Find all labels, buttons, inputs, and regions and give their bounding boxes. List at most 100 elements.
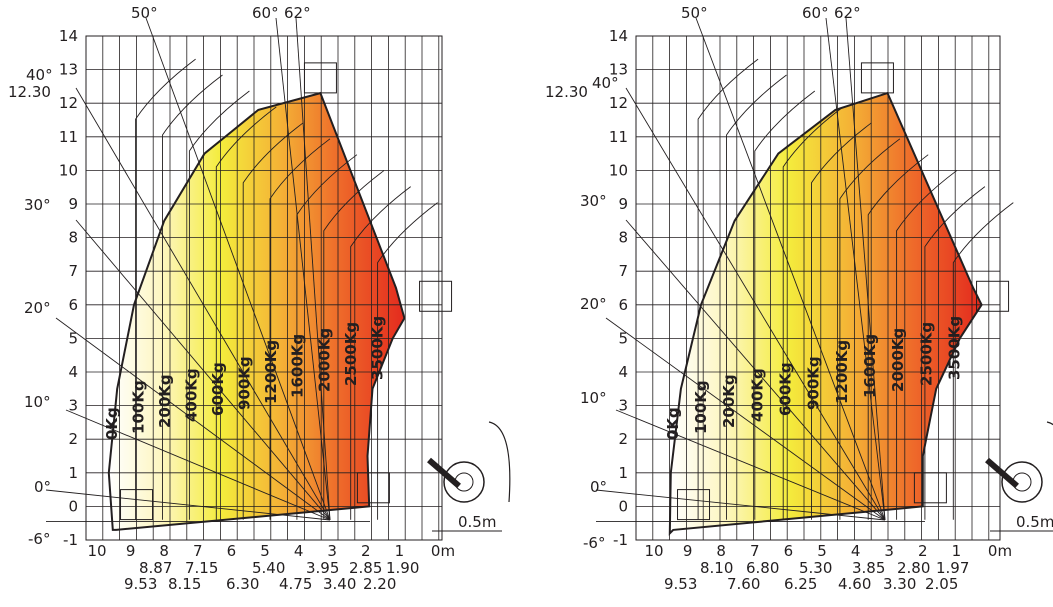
reach-row2-value: 6.30 [226,575,259,593]
attachment-box [120,489,154,521]
reach-row2-value: 2.20 [363,575,396,593]
max-height-label: 12.30 [8,83,51,101]
grid-border [635,35,1001,541]
capacity-curve [697,58,759,520]
scale-label: 0.5m [458,513,496,531]
angle-ray [605,317,886,521]
y-tick-label: 12 [59,94,78,112]
y-tick-label: 7 [68,262,78,280]
y-tick-label: 2 [618,430,628,448]
capacity-label: 200Kg [720,374,738,428]
capacity-label: 600Kg [209,362,227,416]
angle-ray [275,17,331,521]
x-tick-label: 7 [750,542,760,560]
reach-row1-value: 2.85 [349,559,382,577]
y-tick-label: -1 [613,531,628,549]
angle-label-20: 20° [24,299,51,317]
capacity-curve [215,106,277,520]
reach-row1-value: 5.40 [252,559,285,577]
angle-ray [845,17,886,521]
grid-border [85,35,443,541]
y-tick-label: 4 [618,363,628,381]
wheel-icon [1001,461,1043,503]
reach-row2-value: 9.53 [124,575,157,593]
angle-label-50: 50° [681,4,708,22]
capacity-label: 1600Kg [289,334,307,398]
capacity-curve [242,122,304,520]
angle-label-0: 0° [590,478,607,496]
capacity-label: 2000Kg [889,328,907,392]
capacity-curve [135,58,196,520]
angle-label-minus6: -6° [583,534,605,552]
x-unit-label: 0m [988,542,1012,560]
y-tick-label: 10 [609,161,628,179]
y-tick-label: 11 [609,128,628,146]
angle-label-10: 10° [580,389,607,407]
capacity-curve [924,186,986,520]
angle-ray [45,489,331,521]
working-envelope [669,93,982,534]
x-tick-label: 8 [716,542,726,560]
attachment-box [419,280,453,312]
x-tick-label: 4 [851,542,861,560]
capacity-curve [952,202,1014,520]
capacity-label: 2000Kg [315,328,333,392]
y-tick-label: 9 [618,195,628,213]
angle-label-30: 30° [580,192,607,210]
capacity-label: 1600Kg [861,334,879,398]
angle-ray [65,409,331,521]
capacity-label: 900Kg [236,356,254,410]
boom-base-icon [985,457,1019,489]
reach-row2-value: 4.60 [838,575,871,593]
x-tick-label: 1 [395,542,405,560]
reach-row1-value: 8.10 [700,559,733,577]
capacity-curve [162,74,223,520]
capacity-label: 600Kg [777,362,795,416]
y-tick-label: 14 [609,27,628,45]
capacity-curve [323,170,385,520]
max-height-label: 12.30 [545,83,588,101]
reach-row2-value: 9.53 [664,575,697,593]
capacity-curve [188,90,250,520]
reach-row1-value: 8.87 [139,559,172,577]
angle-label-0: 0° [34,478,51,496]
angle-label-minus6: -6° [28,530,50,548]
angle-label-10: 10° [24,393,51,411]
reach-row1-value: 1.90 [386,559,419,577]
angle-ray [55,317,331,521]
y-tick-label: 7 [618,262,628,280]
envelope-outline [668,91,983,536]
capacity-curve [782,106,844,520]
reach-row2-value: 7.60 [727,575,760,593]
angle-ray [145,17,331,521]
angle-ray [75,219,331,521]
wheel-icon [443,461,485,503]
attachment-box [303,62,337,94]
y-tick-label: 6 [68,296,78,314]
capacity-label: 100Kg [129,380,147,434]
reach-row2-value: 2.05 [925,575,958,593]
y-tick-label: 5 [618,329,628,347]
capacity-curve [867,154,929,520]
capacity-label: 3500Kg [368,316,386,380]
angle-label-40: 40° [592,74,619,92]
capacity-label: 900Kg [805,356,823,410]
capacity-label: 400Kg [183,368,201,422]
capacity-label: 100Kg [692,380,710,434]
grid [85,35,443,541]
capacity-curve [377,202,438,520]
machine-body-icon [488,421,511,503]
reach-row2-value: 8.15 [168,575,201,593]
reach-row1-value: 7.15 [185,559,218,577]
attachment-box [677,489,711,521]
capacity-curve [726,74,787,520]
y-tick-label: 11 [59,128,78,146]
x-tick-label: 3 [327,542,337,560]
y-tick-label: 1 [68,464,78,482]
working-envelope [108,93,405,530]
boom-base-icon [427,457,461,489]
angle-label-62: 62° [284,4,311,22]
